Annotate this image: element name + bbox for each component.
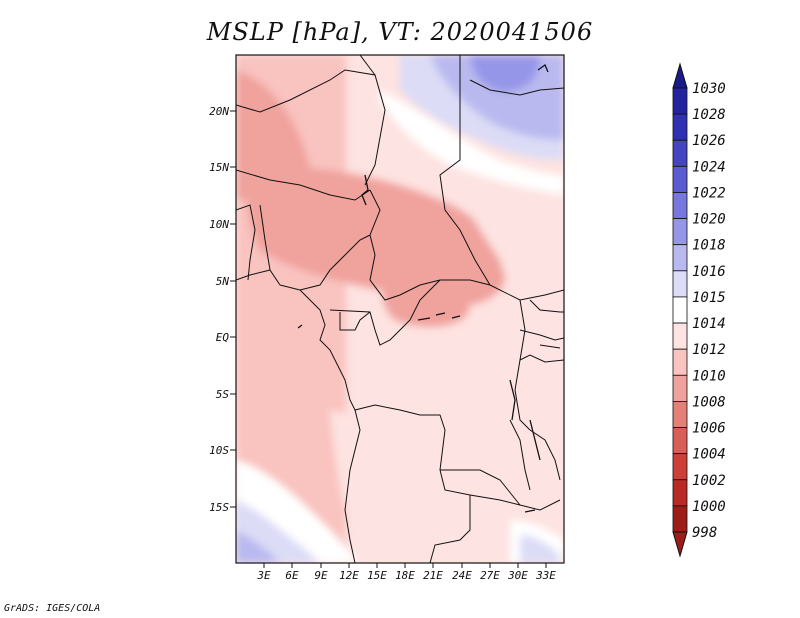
colorbar-swatch [672,244,688,272]
lat-tick-label: 20N [209,105,229,118]
colorbar-top-arrow [672,62,688,89]
lat-tick-label: 15N [209,161,229,174]
country-borders [236,55,564,563]
colorbar-swatch [672,87,688,115]
colorbar-label: 1015 [692,290,726,306]
map-frame [235,54,565,564]
lat-tick-label: 15S [209,501,229,514]
colorbar-label: 1002 [692,473,726,489]
colorbar-label: 1024 [692,159,726,175]
lon-tick-label: 9E [314,569,328,582]
colorbar-label: 1006 [692,421,726,437]
colorbar-swatch [672,296,688,324]
colorbar-swatch [672,218,688,246]
credit-text: GrADS: IGES/COLA [4,603,101,614]
colorbar-label: 1004 [692,447,726,463]
colorbar-label: 1012 [692,342,726,358]
lakes [297,64,549,513]
lon-tick-label: 24E [452,569,472,582]
map-title: MSLP [hPa], VT: 2020041506 [206,18,594,46]
lon-tick-label: 12E [339,569,359,582]
lat-axis: 20N 15N 10N 5N EQ 5S 10S 15S [209,105,236,514]
lon-tick-label: 27E [480,569,500,582]
colorbar-bottom-arrow [672,531,688,558]
lon-tick-label: 6E [285,569,299,582]
colorbar-label: 1014 [692,316,726,332]
lon-tick-label: 18E [395,569,415,582]
colorbar-label: 1018 [692,238,726,254]
colorbar-label: 1022 [692,185,726,201]
lat-tick-label: 10S [209,444,229,457]
colorbar-swatch [672,192,688,219]
colorbar-swatch [672,113,688,141]
lon-tick-label: 21E [423,569,443,582]
colorbar-swatch [672,479,688,507]
colorbar-label: 1000 [692,499,726,515]
lat-tick-label: EQ [216,331,230,344]
colorbar-legend: 1030 1028 1026 1024 1022 1020 1018 1016 1015 1014… [672,62,726,558]
pressure-field [236,55,564,563]
lat-tick-label: 5N [216,275,230,288]
colorbar-label: 1020 [692,212,726,228]
colorbar-label: 1030 [692,81,726,97]
lon-tick-label: 30E [507,569,528,582]
colorbar-swatch [672,348,688,376]
lat-tick-label: 10N [209,218,229,231]
colorbar-swatch [672,270,688,298]
colorbar-swatch [672,453,688,481]
colorbar-swatch [672,401,688,428]
colorbar-label: 1016 [692,264,726,280]
colorbar-swatch [672,374,688,402]
colorbar-swatch [672,505,688,533]
colorbar-swatch [672,322,688,350]
colorbar-swatch [672,165,688,193]
colorbar-swatch [672,139,688,167]
colorbar-label: 1026 [692,133,726,149]
colorbar-label: 1028 [692,107,726,123]
lon-tick-label: 15E [367,569,387,582]
lon-tick-label: 33E [535,569,556,582]
lat-tick-label: 5S [216,388,230,401]
colorbar-label: 1010 [692,368,726,384]
colorbar-swatch [672,427,688,455]
colorbar-label: 1008 [692,394,726,410]
lon-axis: 3E 6E 9E 12E 15E 18E 21E 24E 27E 30E 33E [256,563,556,582]
colorbar-label: 998 [692,525,717,541]
lon-tick-label: 3E [256,569,271,582]
